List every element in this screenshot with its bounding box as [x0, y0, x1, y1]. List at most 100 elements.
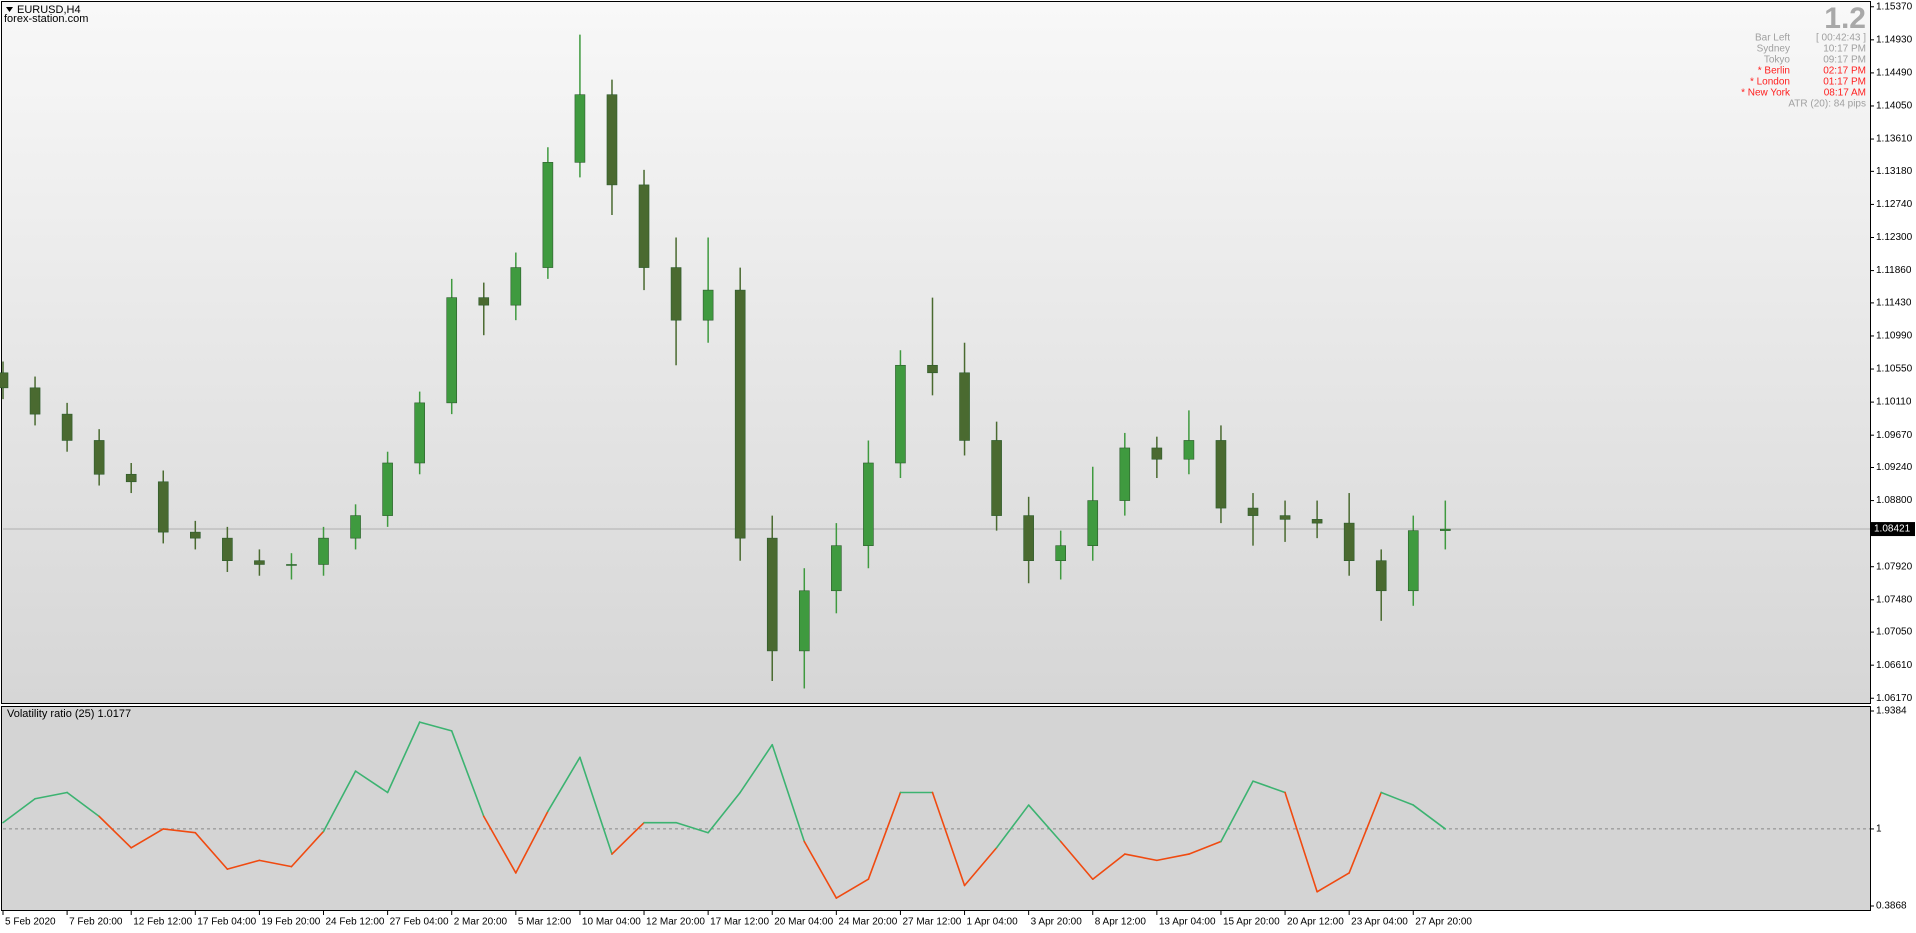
clock-label: Sydney: [1757, 44, 1790, 55]
atr-text: ATR (20): 84 pips: [1788, 99, 1866, 110]
candle-body: [414, 402, 425, 464]
y-tick-label: 1.13610: [1876, 134, 1913, 145]
indicator-pane: [1, 706, 1871, 911]
candle-body: [991, 440, 1002, 516]
x-tick-label: 15 Apr 20:00: [1223, 917, 1280, 928]
x-tick-label: 12 Mar 20:00: [646, 917, 705, 928]
y-tick-label: 1.07480: [1876, 594, 1913, 605]
y-tick-label: 1: [1876, 824, 1882, 835]
y-tick-label: 1.06170: [1876, 693, 1913, 704]
ratio-segment: [450, 730, 485, 818]
ratio-segment: [322, 770, 357, 833]
clock-label: * Berlin: [1758, 66, 1790, 77]
price-pane: [1, 1, 1871, 704]
ratio-segment: [1124, 853, 1158, 862]
y-tick-label: 1.11430: [1876, 298, 1912, 309]
candle-body: [29, 387, 41, 415]
ratio-segment: [1316, 872, 1350, 893]
x-tick-label: 17 Mar 12:00: [710, 917, 769, 928]
x-tick-label: 20 Apr 12:00: [1287, 917, 1344, 928]
candle-body: [510, 267, 522, 306]
candle-body: [1087, 500, 1099, 546]
candle-body: [125, 473, 137, 483]
x-tick-label: 27 Apr 20:00: [1415, 917, 1472, 928]
x-tick-label: 12 Feb 12:00: [133, 917, 192, 928]
ratio-segment: [1220, 780, 1254, 843]
candle-body: [1183, 440, 1195, 460]
y-tick-label: 1.12740: [1876, 199, 1913, 210]
x-tick-label: 24 Feb 12:00: [326, 917, 385, 928]
ratio-segment: [963, 846, 998, 887]
ratio-segment: [1412, 804, 1447, 830]
candle-body: [93, 440, 105, 475]
menu-arrow[interactable]: [6, 7, 13, 12]
ratio-segment: [1284, 791, 1318, 893]
y-tick-label: 1.12300: [1876, 232, 1913, 243]
candle-body: [1055, 545, 1066, 561]
candle-body: [1119, 447, 1131, 501]
candle-body: [1311, 519, 1323, 524]
y-tick-label: 1.10550: [1876, 364, 1913, 375]
ratio-segment: [1156, 853, 1190, 862]
ratio-segment: [1348, 791, 1383, 874]
last-price-label: 1.08421: [1874, 524, 1911, 535]
ratio-segment: [226, 859, 261, 870]
ratio-segment: [258, 859, 293, 868]
candle-body: [574, 94, 586, 163]
ratio-segment: [835, 878, 870, 899]
candle-body: [318, 537, 329, 565]
last-price-box: [1871, 522, 1915, 537]
y-tick-label: 1.10110: [1876, 397, 1912, 408]
clock-value: [ 00:42:43 ]: [1816, 33, 1866, 44]
ratio-segment: [579, 756, 613, 855]
clock-label: * New York: [1741, 88, 1791, 99]
candle-body: [863, 462, 874, 546]
x-tick-label: 23 Apr 04:00: [1351, 917, 1408, 928]
y-tick-label: 1.07920: [1876, 561, 1913, 572]
x-tick-label: 27 Mar 12:00: [902, 917, 961, 928]
candle-body: [478, 297, 490, 306]
candle-body: [766, 537, 778, 652]
clock-label: Bar Left: [1755, 33, 1790, 44]
ratio-segment: [418, 721, 453, 732]
ratio-segment: [1091, 853, 1126, 881]
candle-body: [1151, 447, 1163, 460]
candle-body: [734, 289, 746, 539]
x-tick-label: 8 Apr 12:00: [1095, 917, 1147, 928]
ratio-segment: [130, 828, 165, 849]
candle-body: [638, 184, 650, 268]
candle-body: [446, 297, 458, 404]
candle-body: [1343, 522, 1355, 561]
candle-body: [959, 372, 970, 441]
candle-body: [831, 545, 842, 592]
candle-body: [1023, 515, 1034, 561]
y-tick-label: 1.13180: [1876, 166, 1913, 177]
candle-body: [382, 462, 393, 516]
x-tick-label: 3 Apr 20:00: [1031, 917, 1083, 928]
candle-body: [222, 537, 233, 561]
ratio-segment: [386, 721, 421, 794]
x-tick-label: 7 Feb 20:00: [69, 917, 123, 928]
x-tick-label: 1 Apr 04:00: [967, 917, 1019, 928]
ratio-segment: [1380, 791, 1415, 806]
ratio-segment: [354, 770, 389, 794]
candle-body: [286, 564, 297, 566]
ratio-segment: [803, 840, 838, 899]
candle-body: [1375, 560, 1387, 592]
y-tick-label: 1.09670: [1876, 430, 1913, 441]
x-tick-label: 27 Feb 04:00: [390, 917, 449, 928]
ratio-segment: [194, 831, 229, 870]
y-tick-label: 1.9384: [1876, 706, 1907, 717]
clock-value: 02:17 PM: [1823, 66, 1866, 77]
x-tick-label: 17 Feb 04:00: [197, 917, 256, 928]
ratio-segment: [1027, 804, 1062, 843]
candle-body: [350, 515, 361, 539]
ratio-segment: [675, 821, 709, 834]
ratio-segment: [867, 791, 902, 881]
y-tick-label: 1.10990: [1876, 331, 1913, 342]
ratio-segment: [995, 804, 1030, 849]
symbol-title: EURUSD,H4: [17, 4, 81, 16]
ratio-segment: [1252, 780, 1286, 794]
ratio-segment: [707, 791, 741, 834]
